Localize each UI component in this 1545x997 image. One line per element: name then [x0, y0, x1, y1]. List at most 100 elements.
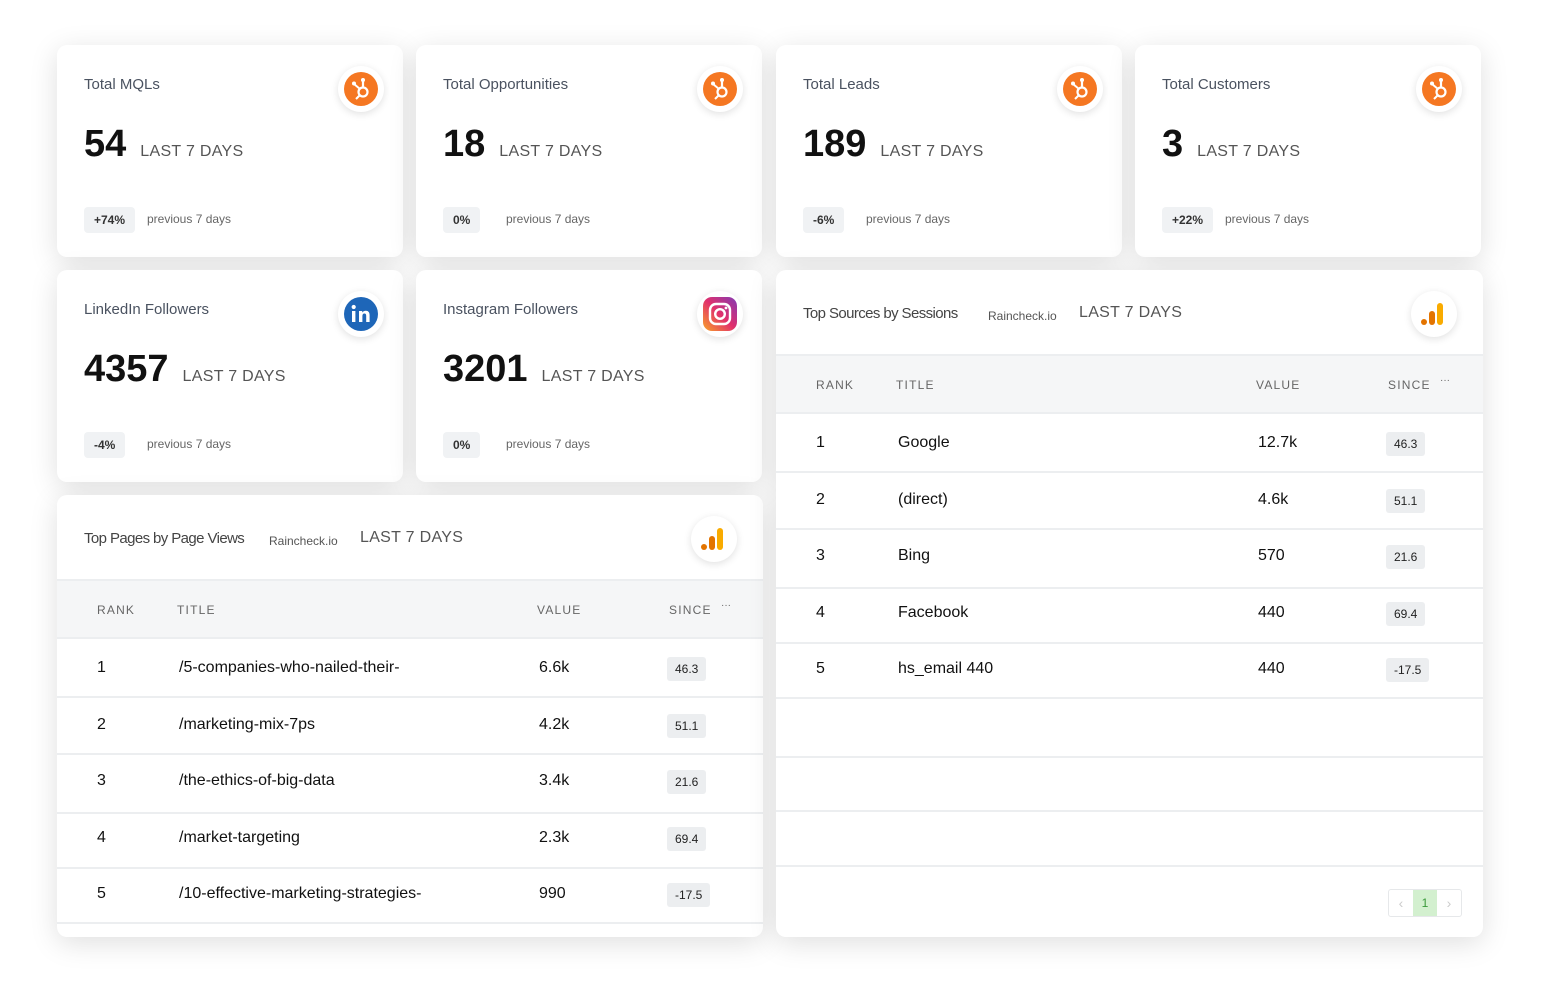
since-badge: -17.5	[667, 883, 711, 907]
cell: /10-effective-marketing-strategies-	[179, 885, 422, 902]
table-title: Top Pages by Page Views	[84, 530, 245, 547]
column-header: VALUE	[537, 603, 582, 617]
more-icon: ···	[721, 600, 731, 611]
icon-analytics	[1411, 291, 1457, 337]
cell: 2.3k	[539, 828, 570, 846]
compare-label: previous 7 days	[506, 212, 591, 226]
since-badge: 69.4	[1386, 601, 1426, 626]
next-button[interactable]: ›	[1446, 895, 1452, 911]
card-title: Total Leads	[803, 76, 880, 93]
period: LAST 7 DAYS	[880, 143, 984, 160]
cell: 4.2k	[539, 715, 570, 733]
metric-value: 54	[84, 123, 127, 165]
period: LAST 7 DAYS	[541, 368, 645, 385]
since-badge: 51.1	[1386, 488, 1426, 513]
cell: 990	[539, 885, 566, 902]
cell: 440	[1258, 603, 1285, 621]
cell: 3	[816, 547, 825, 564]
since-badge: -17.5	[1386, 658, 1430, 682]
cell: /market-targeting	[179, 828, 300, 846]
cell: /the-ethics-of-big-data	[179, 772, 335, 789]
since-badge: 46.3	[1386, 432, 1426, 456]
column-header: TITLE	[896, 378, 935, 392]
icon-linkedin	[338, 291, 384, 337]
table-card: Top Pages by Page Views Raincheck.io LAST …	[57, 495, 763, 937]
change-badge: -4%	[84, 432, 126, 458]
period: LAST 7 DAYS	[140, 143, 244, 160]
source: Raincheck.io	[269, 534, 338, 548]
change-badge: -6%	[803, 207, 845, 233]
kpi-card: Total Leads 189 LAST 7 DAYS -6% previous 7 d…	[776, 45, 1122, 257]
cell: /marketing-mix-7ps	[179, 715, 316, 733]
cell: 4	[97, 828, 106, 846]
cell: Bing	[898, 547, 931, 564]
column-header: SINCE	[669, 603, 712, 617]
compare-label: previous 7 days	[866, 212, 951, 226]
cell: /5-companies-who-nailed-their-	[179, 659, 400, 676]
cell: 4.6k	[1258, 490, 1289, 508]
kpi-card: Instagram Followers 3201 LAST 7 DAYS 0% prev…	[416, 270, 762, 482]
icon-hubspot	[1416, 66, 1462, 112]
value-row: 3 LAST 7 DAYS	[1162, 123, 1300, 166]
compare-label: previous 7 days	[506, 437, 591, 451]
row-divider	[57, 637, 763, 639]
compare-label: previous 7 days	[147, 437, 232, 451]
row-divider	[57, 922, 763, 924]
since-badge: 51.1	[667, 713, 707, 738]
row-divider	[776, 865, 1483, 867]
row-divider	[776, 642, 1483, 644]
row-divider	[776, 471, 1483, 473]
card-title: LinkedIn Followers	[84, 301, 210, 318]
change-badge: 0%	[443, 432, 481, 458]
since-badge: 21.6	[1386, 545, 1426, 569]
row-divider	[57, 753, 763, 755]
period: LAST 7 DAYS	[1197, 143, 1301, 160]
cell: 1	[97, 659, 106, 676]
row-divider	[57, 867, 763, 869]
kpi-card: Total Customers 3 LAST 7 DAYS +22% previous …	[1135, 45, 1481, 257]
icon-instagram	[697, 291, 743, 337]
table-title: Top Sources by Sessions	[803, 305, 958, 322]
metric-value: 18	[443, 123, 486, 165]
cell: Google	[898, 434, 950, 451]
metric-value: 3201	[443, 348, 528, 390]
kpi-card: LinkedIn Followers 4357 LAST 7 DAYS -4% prev…	[57, 270, 403, 482]
card-title: Total Opportunities	[443, 76, 569, 93]
compare-label: previous 7 days	[1225, 212, 1310, 226]
value-row: 189 LAST 7 DAYS	[803, 123, 984, 166]
icon-hubspot	[338, 66, 384, 112]
column-header: VALUE	[1256, 378, 1301, 392]
cell: 1	[816, 434, 825, 451]
kpi-card: Total Opportunities 18 LAST 7 DAYS 0% previo…	[416, 45, 762, 257]
change-badge: 0%	[443, 207, 481, 233]
period: LAST 7 DAYS	[1079, 304, 1183, 321]
cell: 2	[97, 715, 106, 733]
cell: 2	[816, 490, 825, 508]
since-badge: 21.6	[667, 770, 707, 794]
page-number[interactable]: 1	[1413, 890, 1437, 916]
cell: 6.6k	[539, 659, 570, 676]
source: Raincheck.io	[988, 309, 1057, 323]
period: LAST 7 DAYS	[499, 143, 603, 160]
row-divider	[776, 412, 1483, 414]
prev-button[interactable]: ‹	[1398, 895, 1404, 911]
compare-label: previous 7 days	[147, 212, 232, 226]
row-divider	[776, 810, 1483, 812]
header-row	[776, 354, 1483, 414]
icon-hubspot	[1057, 66, 1103, 112]
card-title: Total MQLs	[84, 76, 160, 93]
value-row: 54 LAST 7 DAYS	[84, 123, 243, 166]
cell: 5	[816, 660, 825, 677]
cell: 12.7k	[1258, 434, 1298, 451]
table-card: Top Sources by Sessions Raincheck.io LAST …	[776, 270, 1483, 937]
since-badge: 69.4	[667, 826, 707, 851]
metric-value: 189	[803, 123, 867, 165]
column-header: RANK	[97, 603, 136, 617]
row-divider	[776, 756, 1483, 758]
more-icon: ···	[1440, 375, 1450, 386]
row-divider	[776, 697, 1483, 699]
value-row: 4357 LAST 7 DAYS	[84, 348, 286, 391]
cell: 3	[97, 772, 106, 789]
cell: 3.4k	[539, 772, 570, 789]
row-divider	[776, 587, 1483, 589]
